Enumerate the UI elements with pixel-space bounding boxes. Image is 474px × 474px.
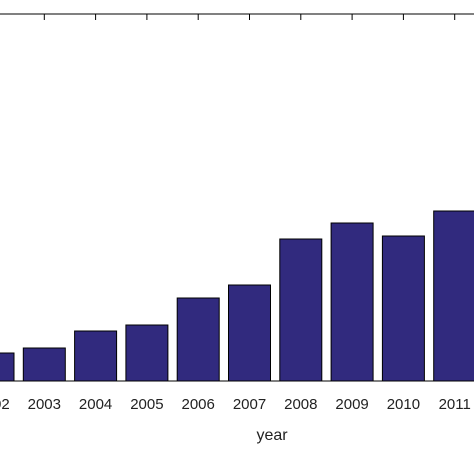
bar	[228, 284, 271, 382]
bar	[381, 235, 425, 382]
x-tick-label: 2002	[0, 396, 10, 413]
x-tick-label: 2011	[439, 396, 471, 413]
x-tick-label: 2010	[387, 396, 420, 413]
x-axis-label: year	[256, 427, 288, 444]
bar	[279, 238, 323, 382]
bar	[176, 297, 220, 382]
bar	[433, 210, 474, 382]
x-tick-label: 2008	[284, 396, 317, 413]
x-tick-label: 2005	[130, 396, 163, 413]
bar	[22, 347, 66, 382]
x-tick-label: 2006	[182, 396, 215, 413]
bar	[125, 324, 169, 382]
x-tick-label: 2003	[28, 396, 61, 413]
x-tick-label: 2007	[233, 396, 266, 413]
bar	[330, 222, 374, 382]
x-tick-label: 2009	[335, 396, 368, 413]
bar	[0, 352, 15, 382]
bar	[74, 330, 118, 382]
x-tick-label: 2004	[79, 396, 112, 413]
